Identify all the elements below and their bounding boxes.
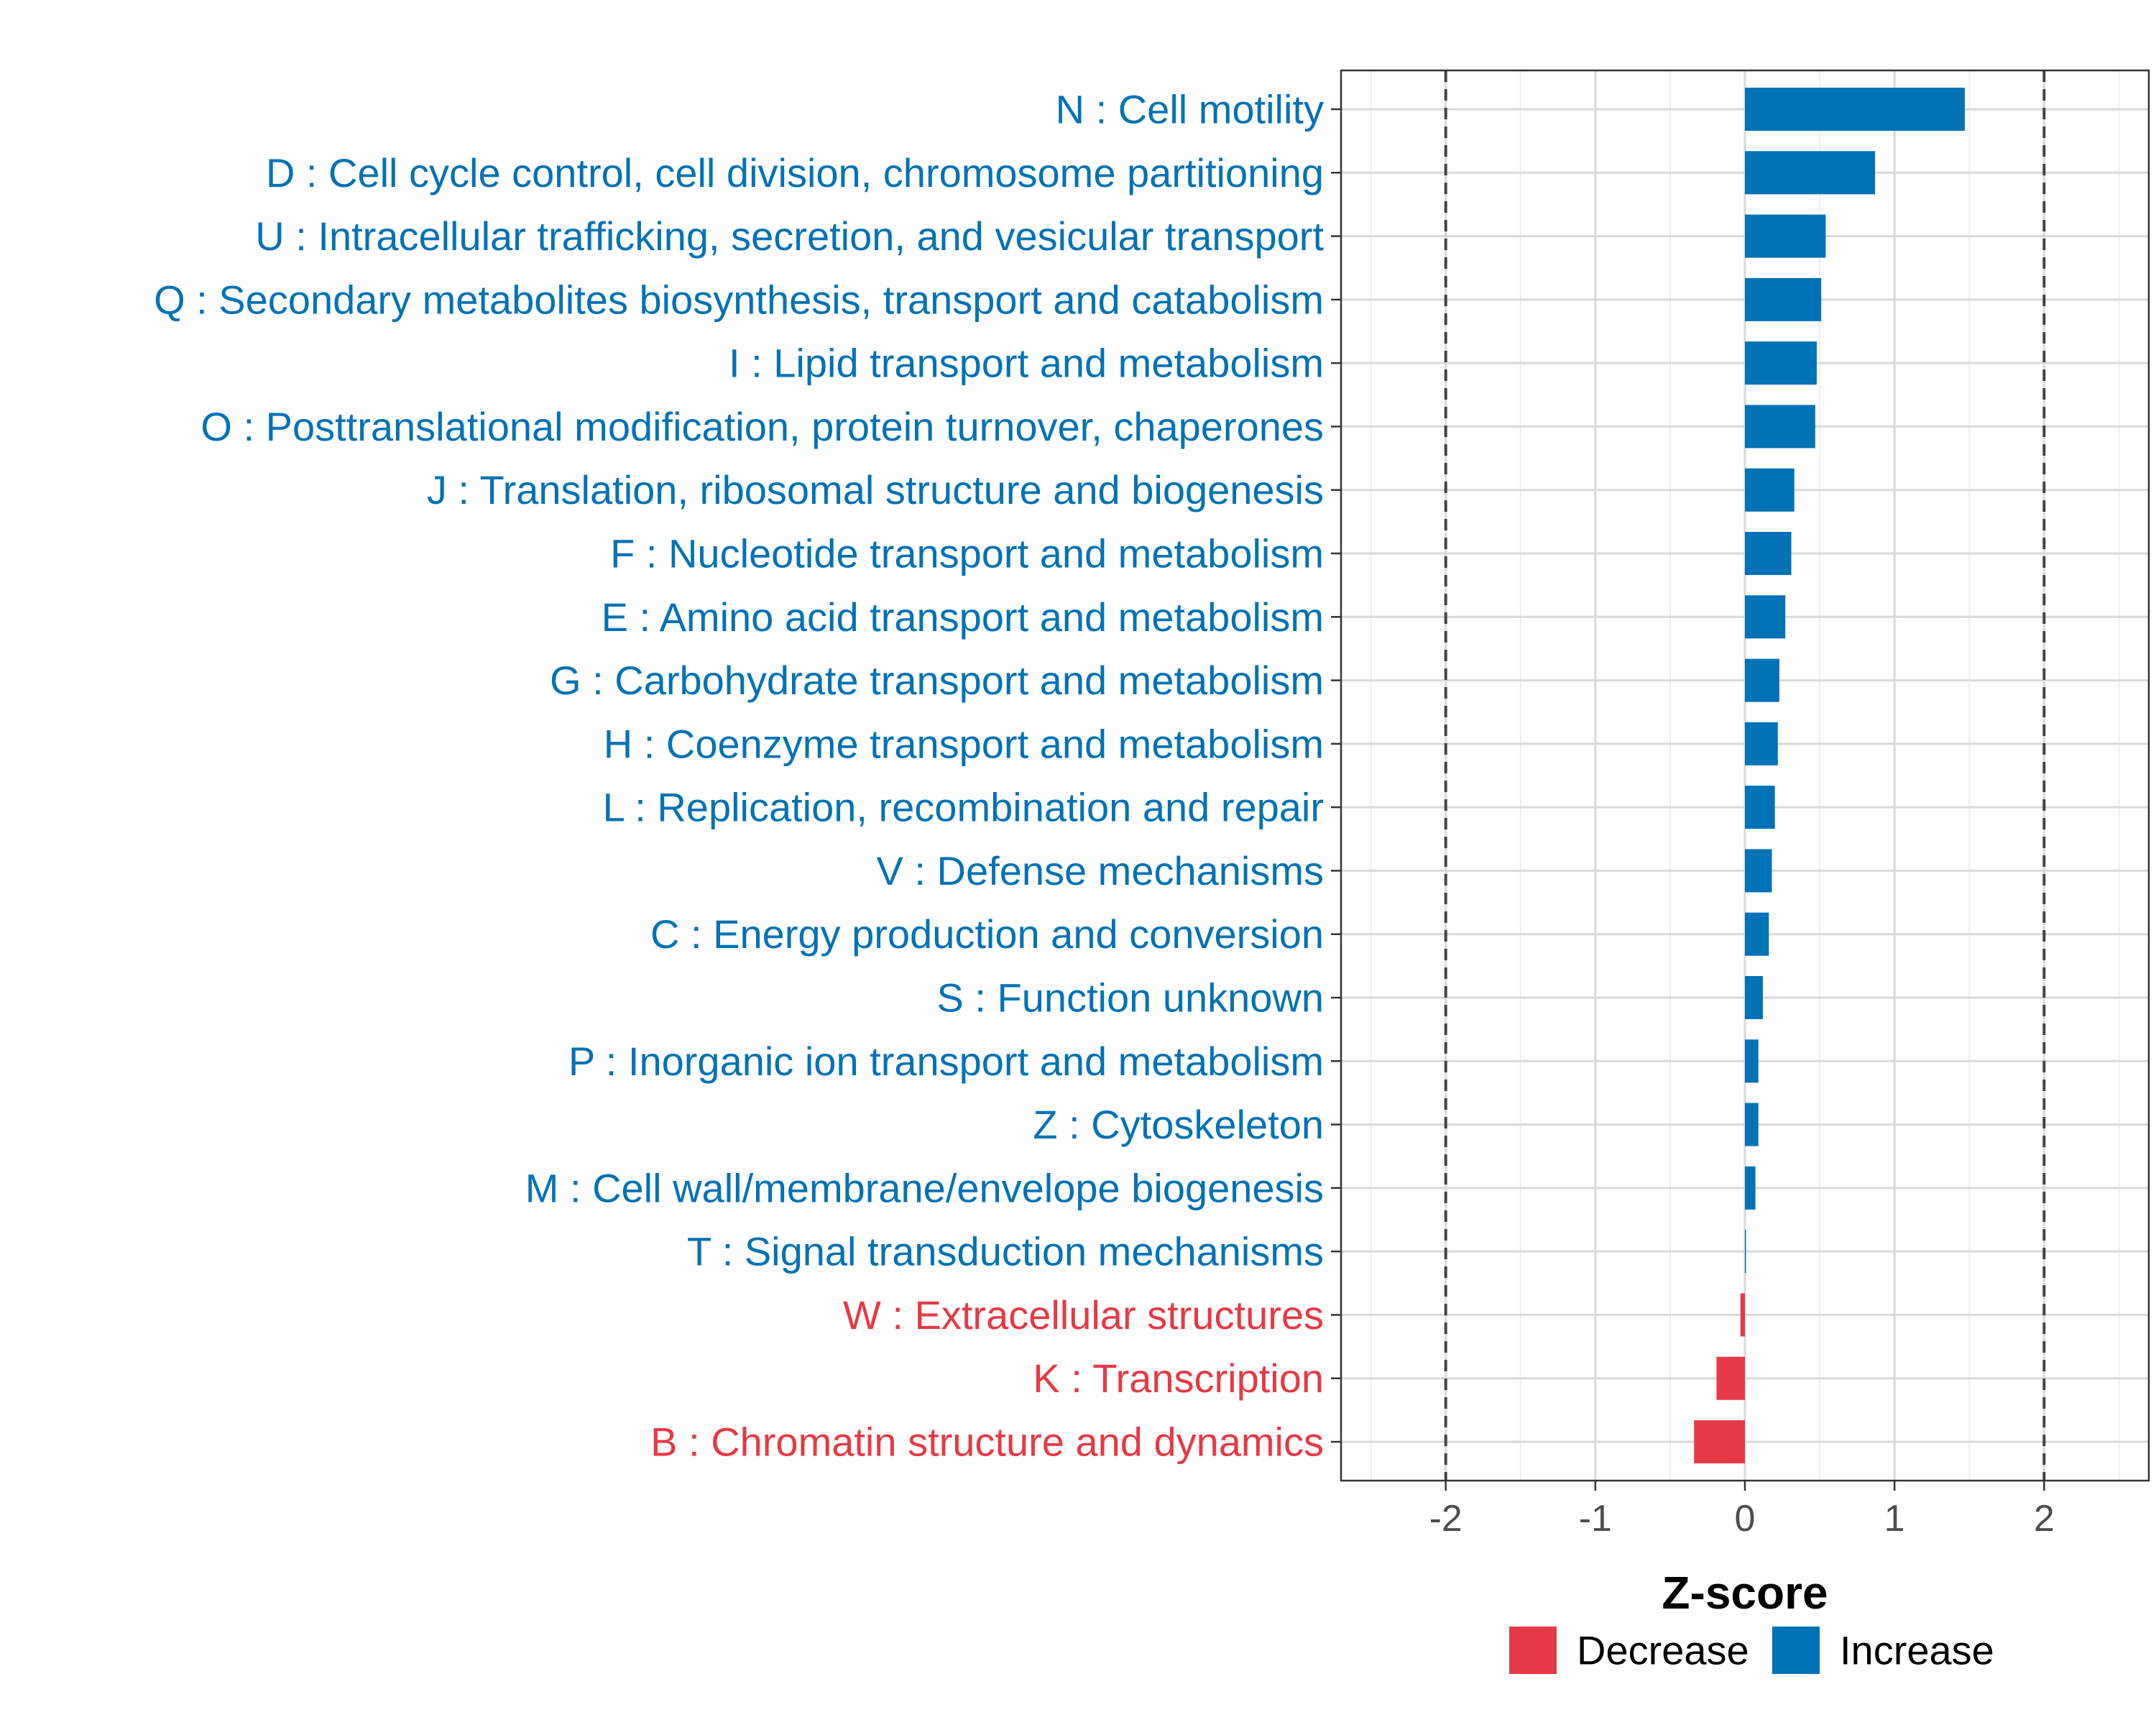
category-label: M : Cell wall/membrane/envelope biogenes…	[525, 1165, 1324, 1210]
legend-key	[1509, 1627, 1557, 1674]
bar	[1745, 405, 1815, 448]
bar	[1745, 151, 1876, 195]
bar	[1745, 468, 1795, 512]
bar	[1694, 1420, 1745, 1464]
bar	[1745, 341, 1817, 385]
reference-lines	[1444, 70, 2046, 1481]
category-label: S : Function unknown	[936, 975, 1324, 1021]
category-label: Z : Cytoskeleton	[1033, 1102, 1324, 1147]
category-label: K : Transcription	[1033, 1356, 1324, 1401]
x-axis-title: Z-score	[1662, 1567, 1828, 1619]
legend-label: Decrease	[1577, 1628, 1749, 1673]
category-label: W : Extracellular structures	[843, 1292, 1324, 1338]
category-label: J : Translation, ribosomal structure and…	[427, 467, 1324, 512]
category-label: B : Chromatin structure and dynamics	[650, 1420, 1324, 1465]
legend: Decrease Increase	[1509, 1627, 1994, 1674]
category-label: O : Posttranslational modification, prot…	[201, 404, 1324, 449]
category-label: C : Energy production and conversion	[650, 911, 1324, 957]
bar	[1745, 531, 1792, 576]
bar	[1745, 214, 1826, 258]
category-label: Q : Secondary metabolites biosynthesis, …	[154, 277, 1324, 322]
category-label: H : Coenzyme transport and metabolism	[604, 721, 1324, 766]
x-tick-label: 0	[1735, 1498, 1756, 1540]
x-tick-label: 1	[1884, 1498, 1905, 1540]
category-label: V : Defense mechanisms	[877, 848, 1324, 893]
bar	[1745, 277, 1822, 321]
x-tick-label: 2	[2034, 1498, 2055, 1540]
category-label: N : Cell motility	[1056, 87, 1324, 132]
category-label: F : Nucleotide transport and metabolism	[610, 531, 1324, 576]
bar	[1745, 912, 1769, 956]
category-label: D : Cell cycle control, cell division, c…	[266, 150, 1324, 196]
bar	[1745, 1039, 1759, 1083]
bar	[1745, 1166, 1756, 1210]
bar	[1716, 1356, 1745, 1400]
bar	[1745, 786, 1775, 829]
bar	[1745, 595, 1786, 639]
bars-layer	[1694, 87, 1965, 1464]
bar	[1745, 658, 1779, 702]
x-tick-labels: -2 -1 0 1 2	[1429, 1498, 2055, 1540]
category-label: P : Inorganic ion transport and metaboli…	[568, 1039, 1324, 1084]
legend-key	[1772, 1627, 1820, 1674]
bar	[1745, 975, 1763, 1020]
x-tick-label: -1	[1579, 1498, 1612, 1540]
bar	[1745, 849, 1772, 893]
legend-label: Increase	[1840, 1628, 1994, 1673]
x-tick-label: -2	[1429, 1498, 1462, 1540]
bar	[1745, 1103, 1759, 1146]
category-label: U : Intracellular trafficking, secretion…	[255, 213, 1324, 259]
category-labels: N : Cell motility D : Cell cycle control,…	[154, 87, 1324, 1465]
category-label: G : Carbohydrate transport and metabolis…	[550, 658, 1324, 703]
bar	[1745, 722, 1778, 765]
bar	[1745, 87, 1965, 132]
axis-ticks	[1331, 108, 2045, 1491]
category-label: E : Amino acid transport and metabolism	[602, 594, 1324, 640]
category-label: T : Signal transduction mechanisms	[687, 1229, 1324, 1274]
bar	[1745, 1230, 1746, 1274]
bar	[1740, 1293, 1745, 1337]
category-label: L : Replication, recombination and repai…	[603, 785, 1324, 830]
category-label: I : Lipid transport and metabolism	[729, 341, 1324, 386]
